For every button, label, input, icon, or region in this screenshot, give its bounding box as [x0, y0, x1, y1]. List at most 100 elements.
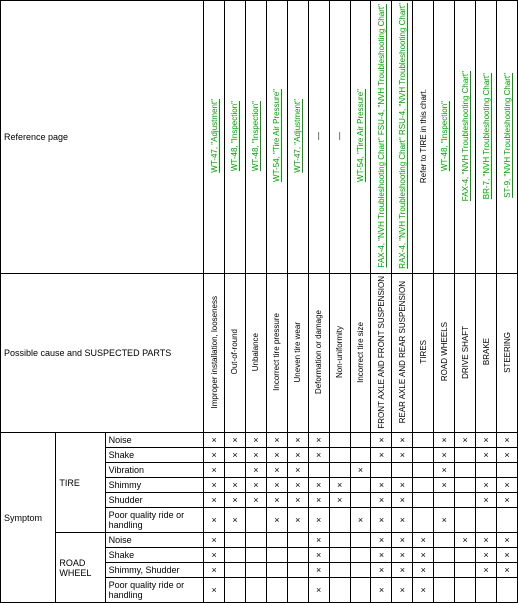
mark-cell [266, 533, 287, 548]
mark-cell: × [476, 448, 497, 463]
reference-link[interactable]: FAX-4, "NVH Troubleshooting Chart" [461, 71, 470, 201]
mark-cell: × [392, 533, 413, 548]
mark-cell [245, 563, 266, 578]
mark-cell: × [434, 448, 455, 463]
cause-label: Out-of-round [230, 329, 239, 374]
reference-link[interactable]: WT-54, "Tire Air Pressure" [356, 89, 365, 182]
mark-cell: × [392, 433, 413, 448]
mark-cell: × [287, 433, 308, 448]
mark-cell [287, 548, 308, 563]
mark-cell: × [476, 563, 497, 578]
mark-cell [350, 533, 371, 548]
mark-cell [329, 533, 350, 548]
mark-cell: × [245, 433, 266, 448]
group-label: ROAD WHEEL [59, 558, 91, 578]
mark-cell [413, 448, 434, 463]
mark-cell: × [225, 478, 246, 493]
mark-cell [497, 463, 518, 478]
mark-cell [455, 508, 476, 533]
mark-cell: × [476, 478, 497, 493]
mark-cell: × [308, 508, 329, 533]
reference-link[interactable]: BR-7, "NVH Troubleshooting Chart" [482, 73, 491, 199]
mark-cell [434, 563, 455, 578]
cause-label: STEERING [503, 332, 512, 373]
mark-cell: × [266, 433, 287, 448]
mark-cell: × [413, 533, 434, 548]
cause-label: REAR AXLE AND REAR SUSPENSION [398, 281, 407, 423]
symptom-name: Shake [109, 450, 135, 460]
cause-label: Improper installation, looseness [210, 296, 219, 409]
mark-cell: × [287, 448, 308, 463]
mark-cell: × [266, 508, 287, 533]
mark-cell: × [350, 508, 371, 533]
mark-cell: × [371, 533, 392, 548]
mark-cell [392, 463, 413, 478]
mark-cell [245, 578, 266, 603]
mark-cell [225, 463, 246, 478]
reference-link[interactable]: WT-48, "Inspection" [230, 101, 239, 171]
mark-cell [245, 533, 266, 548]
mark-cell [225, 563, 246, 578]
mark-cell: × [350, 463, 371, 478]
mark-cell [476, 578, 497, 603]
mark-cell: × [287, 508, 308, 533]
reference-link[interactable]: WT-48, "Inspection" [251, 101, 260, 171]
mark-cell: × [245, 493, 266, 508]
mark-cell: × [266, 448, 287, 463]
reference-link: Refer to TIRE in this chart. [419, 89, 428, 183]
reference-link[interactable]: RAX-4, "NVH Troubleshooting Chart" RSU-4… [398, 3, 407, 269]
mark-cell [287, 578, 308, 603]
reference-link[interactable]: WT-47, "Adjustment" [293, 99, 302, 173]
mark-cell [413, 493, 434, 508]
reference-link[interactable]: FAX-4, "NVH Troubleshooting Chart" FSU-4… [377, 4, 386, 267]
mark-cell: × [266, 463, 287, 478]
mark-cell: × [392, 493, 413, 508]
mark-cell: × [476, 433, 497, 448]
symptom-name: Shimmy [109, 480, 142, 490]
mark-cell [329, 508, 350, 533]
possible-cause-label: Possible cause and SUSPECTED PARTS [4, 348, 171, 358]
mark-cell [455, 563, 476, 578]
mark-cell: × [497, 478, 518, 493]
mark-cell: × [371, 563, 392, 578]
mark-cell: × [371, 448, 392, 463]
reference-link[interactable]: WT-47, "Adjustment" [210, 99, 219, 173]
mark-cell: × [455, 533, 476, 548]
mark-cell: × [476, 493, 497, 508]
mark-cell: × [371, 433, 392, 448]
mark-cell: × [308, 448, 329, 463]
mark-cell: × [245, 478, 266, 493]
mark-cell: × [308, 478, 329, 493]
mark-cell [350, 478, 371, 493]
mark-cell [455, 548, 476, 563]
cause-label: TIRES [419, 340, 428, 364]
mark-cell: × [245, 448, 266, 463]
group-label: TIRE [59, 478, 80, 488]
symptom-name: Poor quality ride or handling [109, 510, 185, 530]
reference-link[interactable]: ST-9, "NVH Troubleshooting Chart" [503, 73, 512, 198]
mark-cell: × [497, 563, 518, 578]
cause-label: Uneven tire wear [293, 322, 302, 382]
cause-label: Non-uniformity [335, 326, 344, 378]
mark-cell: × [225, 448, 246, 463]
mark-cell: × [287, 478, 308, 493]
mark-cell [413, 508, 434, 533]
mark-cell: × [371, 493, 392, 508]
symptom-name: Poor quality ride or handling [109, 580, 185, 600]
cause-label: FRONT AXLE AND FRONT SUSPENSION [377, 276, 386, 429]
mark-cell [413, 478, 434, 493]
mark-cell: × [392, 448, 413, 463]
mark-cell: × [225, 433, 246, 448]
reference-link[interactable]: WT-54, "Tire Air Pressure" [272, 89, 281, 182]
reference-link[interactable]: WT-48, "Inspection" [440, 101, 449, 171]
mark-cell: × [204, 448, 225, 463]
mark-cell: × [434, 508, 455, 533]
cause-label: Incorrect tire pressure [272, 313, 281, 391]
mark-cell: × [497, 433, 518, 448]
mark-cell [308, 463, 329, 478]
mark-cell: × [413, 548, 434, 563]
mark-cell [413, 433, 434, 448]
mark-cell: × [204, 463, 225, 478]
mark-cell: × [413, 578, 434, 603]
mark-cell [455, 448, 476, 463]
